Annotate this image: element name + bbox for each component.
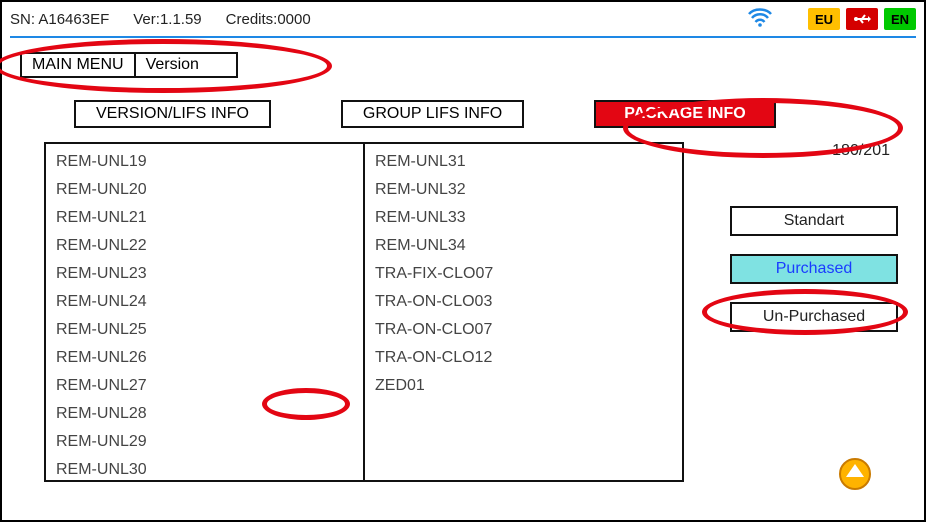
package-item[interactable]: REM-UNL19 <box>56 150 353 174</box>
package-item[interactable]: REM-UNL25 <box>56 318 353 342</box>
counter: 180/201 <box>832 142 890 160</box>
filter-unpurchased[interactable]: Un-Purchased <box>730 302 898 332</box>
package-item[interactable]: TRA-ON-CLO07 <box>375 318 672 342</box>
package-item[interactable]: REM-UNL26 <box>56 346 353 370</box>
package-item[interactable]: REM-UNL34 <box>375 234 672 258</box>
scroll-up-icon[interactable] <box>838 457 872 496</box>
eu-badge: EU <box>808 8 840 30</box>
package-item[interactable]: REM-UNL20 <box>56 178 353 202</box>
divider <box>10 36 916 38</box>
status-bar: SN: A16463EF Ver:1.1.59 Credits:0000 EU … <box>2 2 924 32</box>
breadcrumb[interactable]: MAIN MENU Version <box>20 52 238 78</box>
filter-standard[interactable]: Standart <box>730 206 898 236</box>
breadcrumb-sub[interactable]: Version <box>136 54 236 76</box>
tab-group-lifs[interactable]: GROUP LIFS INFO <box>341 100 524 128</box>
package-item[interactable]: REM-UNL24 <box>56 290 353 314</box>
package-item[interactable]: REM-UNL33 <box>375 206 672 230</box>
package-item[interactable]: REM-UNL32 <box>375 178 672 202</box>
tab-package-info[interactable]: PACKAGE INFO <box>594 100 775 128</box>
package-item[interactable]: REM-UNL29 <box>56 430 353 454</box>
breadcrumb-main[interactable]: MAIN MENU <box>22 54 136 76</box>
package-list-box: REM-UNL19 REM-UNL20 REM-UNL21 REM-UNL22 REM-… <box>44 142 684 482</box>
en-badge: EN <box>884 8 916 30</box>
version-label: Ver:1.1.59 <box>133 11 201 28</box>
filter-purchased[interactable]: Purchased <box>730 254 898 284</box>
usb-icon <box>846 8 878 30</box>
package-column-2: REM-UNL31 REM-UNL32 REM-UNL33 REM-UNL34 TRA-… <box>365 144 682 480</box>
wifi-icon <box>748 7 772 31</box>
side-panel: 180/201 Standart Purchased Un-Purchased <box>714 142 914 482</box>
tab-version-lifs[interactable]: VERSION/LIFS INFO <box>74 100 271 128</box>
package-item[interactable]: REM-UNL23 <box>56 262 353 286</box>
tab-row: VERSION/LIFS INFO GROUP LIFS INFO PACKAG… <box>74 100 924 128</box>
package-item[interactable]: TRA-ON-CLO03 <box>375 290 672 314</box>
package-item[interactable]: REM-UNL21 <box>56 206 353 230</box>
package-item[interactable]: REM-UNL28 <box>56 402 353 426</box>
serial-number: SN: A16463EF <box>10 11 109 28</box>
package-item[interactable]: TRA-ON-CLO12 <box>375 346 672 370</box>
package-item[interactable]: REM-UNL22 <box>56 234 353 258</box>
package-item[interactable]: TRA-FIX-CLO07 <box>375 262 672 286</box>
package-item[interactable]: REM-UNL27 <box>56 374 353 398</box>
package-column-1: REM-UNL19 REM-UNL20 REM-UNL21 REM-UNL22 REM-… <box>46 144 365 480</box>
package-item[interactable]: REM-UNL31 <box>375 150 672 174</box>
credits-label: Credits:0000 <box>226 11 311 28</box>
package-item[interactable]: REM-UNL30 <box>56 458 353 482</box>
package-item[interactable]: ZED01 <box>375 374 672 398</box>
